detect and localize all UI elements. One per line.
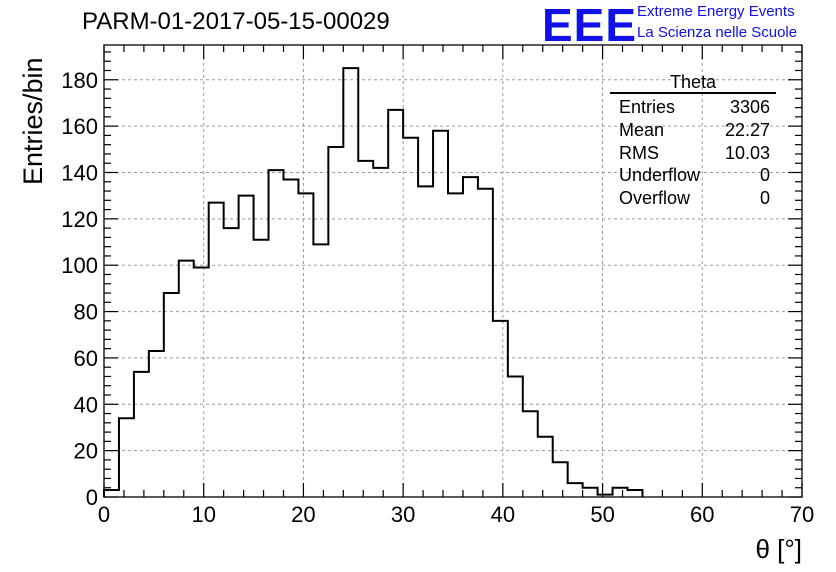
- histogram-bin: [463, 177, 478, 497]
- histogram-bin: [119, 418, 134, 497]
- x-tick-label: 20: [291, 502, 315, 527]
- y-tick-label: 80: [74, 300, 98, 325]
- histogram-bin: [104, 490, 119, 497]
- histogram-bin: [583, 488, 598, 497]
- y-tick-label: 0: [86, 485, 98, 510]
- stats-box: Theta Entries 3306 Mean 22.27 RMS 10.03 …: [610, 72, 776, 210]
- stats-row-underflow: Underflow 0: [610, 164, 776, 187]
- histogram-bin: [179, 261, 194, 497]
- stats-row-rms: RMS 10.03: [610, 142, 776, 165]
- histogram-bin: [508, 376, 523, 497]
- y-tick-label: 180: [61, 68, 98, 93]
- histogram-bin: [313, 244, 328, 497]
- histogram-bin: [254, 240, 269, 497]
- y-tick-label: 140: [61, 160, 98, 185]
- stats-row-overflow: Overflow 0: [610, 187, 776, 210]
- histogram-bin: [523, 411, 538, 497]
- y-tick-label: 160: [61, 114, 98, 139]
- histogram-bin: [239, 196, 254, 497]
- tick-labels: 0 10 20 30 40 50 60 70 0 20 40 60 80 100 120 140 160 180: [61, 68, 814, 527]
- histogram-outline: [103, 67, 644, 497]
- axes: [103, 44, 803, 498]
- stats-value: 22.27: [724, 119, 770, 140]
- stats-label: Entries: [619, 97, 676, 117]
- histogram-bin: [224, 228, 239, 497]
- histogram-bin: [358, 161, 373, 497]
- histogram-bin: [328, 147, 343, 497]
- histogram-bin: [343, 68, 358, 497]
- stats-row-entries: Entries 3306: [610, 96, 776, 119]
- x-tick-label: 50: [590, 502, 614, 527]
- stats-label: RMS: [619, 142, 659, 163]
- histogram-bin: [269, 170, 284, 497]
- histogram-bin: [553, 462, 568, 497]
- stats-value: 0: [759, 165, 770, 186]
- histogram-bin: [433, 131, 448, 497]
- axis-ticks: [103, 45, 803, 498]
- histogram-bin: [164, 293, 179, 497]
- histogram-bin: [403, 138, 418, 497]
- x-tick-label: 10: [191, 502, 215, 527]
- histogram-bin: [209, 203, 224, 497]
- histogram-bin: [628, 490, 643, 497]
- histogram-bin: [388, 110, 403, 497]
- logo-caption-line2: La Scienza nelle Scuole: [637, 24, 798, 41]
- logo-caption-line1: Extreme Energy Events: [637, 3, 795, 20]
- stats-label: Mean: [619, 119, 665, 140]
- x-tick-label: 60: [690, 502, 714, 527]
- stats-value: 3306: [729, 97, 770, 117]
- stats-label: Underflow: [619, 165, 701, 186]
- y-tick-label: 20: [74, 439, 98, 464]
- stats-row-mean: Mean 22.27: [610, 119, 776, 142]
- y-tick-label: 120: [61, 207, 98, 232]
- histogram-bin: [149, 351, 164, 497]
- x-tick-label: 40: [491, 502, 515, 527]
- x-tick-label: 0: [98, 502, 110, 527]
- x-axis-label: θ [°]: [755, 534, 802, 564]
- y-tick-label: 100: [61, 253, 98, 278]
- histogram-bin: [134, 372, 149, 497]
- stats-value: 0: [759, 188, 770, 209]
- eee-logo: EEE: [542, 0, 638, 51]
- plot-frame: [103, 44, 803, 498]
- histogram-bin: [283, 179, 298, 497]
- histogram-bin: [448, 193, 463, 497]
- histogram-bin: [613, 488, 628, 497]
- histogram-bin: [194, 268, 209, 497]
- stats-label: Overflow: [619, 188, 691, 209]
- x-tick-label: 70: [790, 502, 814, 527]
- histogram-bin: [298, 193, 313, 497]
- y-tick-label: 40: [74, 392, 98, 417]
- y-axis-label: Entries/bin: [18, 57, 48, 185]
- y-tick-label: 60: [74, 346, 98, 371]
- histogram-bin: [493, 321, 508, 497]
- stats-value: 10.03: [724, 142, 770, 163]
- chart-title: PARM-01-2017-05-15-00029: [82, 8, 390, 35]
- histogram-bin: [568, 483, 583, 497]
- x-tick-label: 30: [391, 502, 415, 527]
- histogram-bars: [103, 67, 644, 497]
- histogram-bin: [373, 168, 388, 497]
- histogram-bin: [538, 437, 553, 497]
- grid-lines: [104, 45, 802, 497]
- stats-title: Theta: [610, 72, 776, 94]
